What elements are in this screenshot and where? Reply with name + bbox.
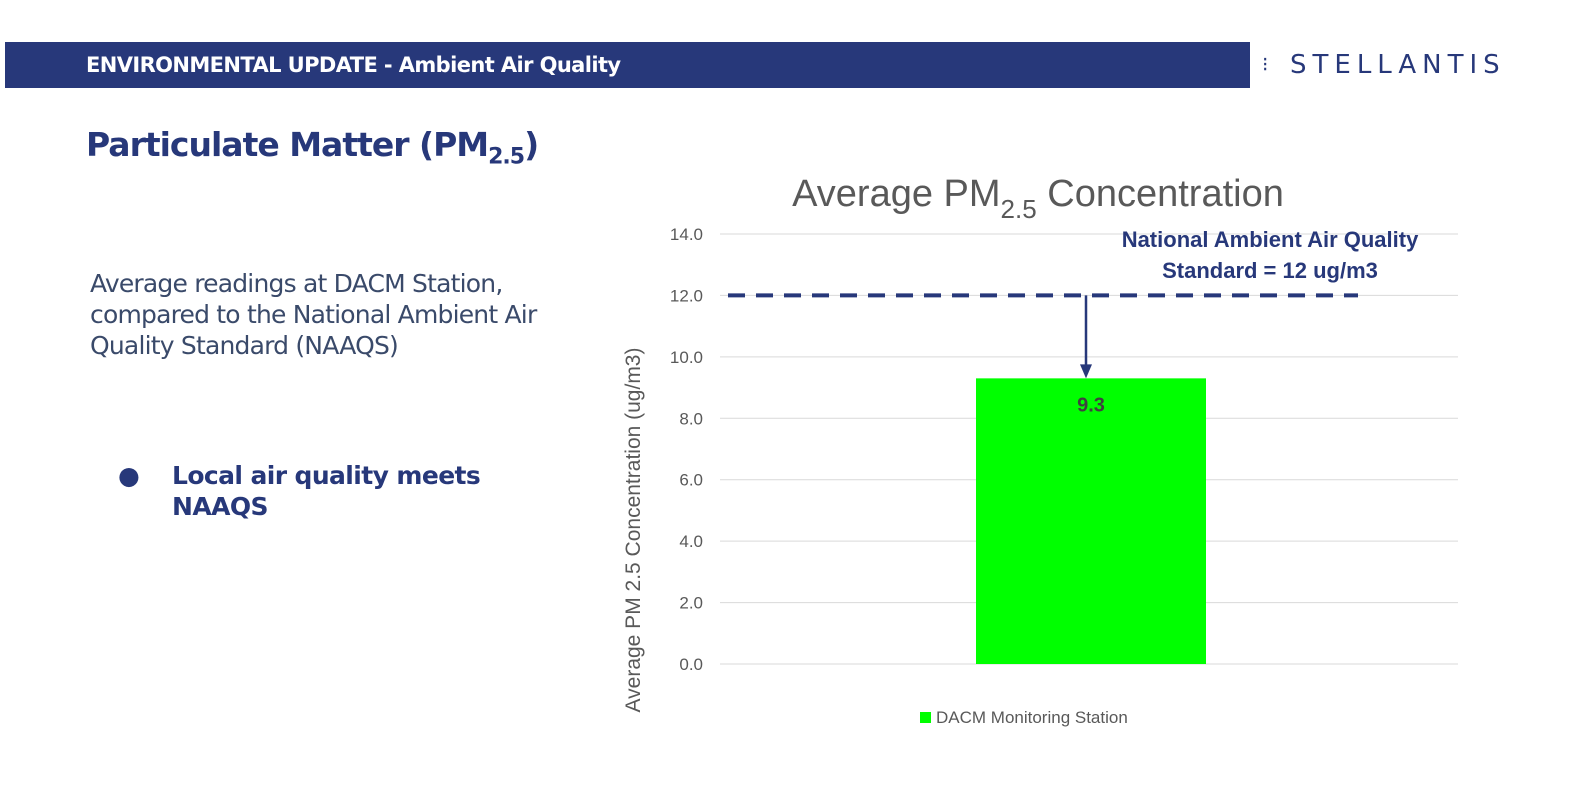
y-axis-label: Average PM 2.5 Concentration (ug/m3) — [622, 348, 645, 713]
reference-label-line2: Standard = 12 ug/m3 — [1162, 258, 1378, 283]
stellantis-logo: ⁝ STELLANTIS — [1262, 42, 1506, 88]
reference-label-line1: National Ambient Air Quality — [1122, 227, 1419, 252]
bar-data-label: 9.3 — [1077, 394, 1105, 416]
y-tick-label: 4.0 — [679, 532, 703, 551]
header-title: ENVIRONMENTAL UPDATE - Ambient Air Quali… — [86, 53, 621, 77]
page-title: Particulate Matter (PM2.5) — [86, 125, 539, 170]
y-tick-label: 2.0 — [679, 594, 703, 613]
chart-title: Average PM2.5 Concentration — [792, 173, 1284, 224]
y-tick-label: 10.0 — [670, 348, 703, 367]
legend-swatch — [920, 712, 931, 723]
y-tick-label: 6.0 — [679, 471, 703, 490]
description: Average readings at DACM Station, compar… — [90, 269, 537, 360]
bullet-marker: ● — [118, 461, 140, 490]
bar — [976, 378, 1206, 664]
bullet-text: Local air quality meets NAAQS — [172, 461, 481, 521]
y-tick-label: 12.0 — [670, 286, 703, 305]
logo-text: STELLANTIS — [1290, 50, 1506, 80]
legend-label: DACM Monitoring Station — [936, 708, 1128, 727]
legend: DACM Monitoring Station — [920, 708, 1128, 727]
y-tick-label: 0.0 — [679, 655, 703, 674]
logo-dots-icon: ⁝ — [1262, 54, 1269, 76]
arrow-head-icon — [1080, 364, 1092, 379]
y-tick-label: 14.0 — [670, 225, 703, 244]
header-bar — [5, 42, 1250, 88]
y-tick-label: 8.0 — [679, 409, 703, 428]
